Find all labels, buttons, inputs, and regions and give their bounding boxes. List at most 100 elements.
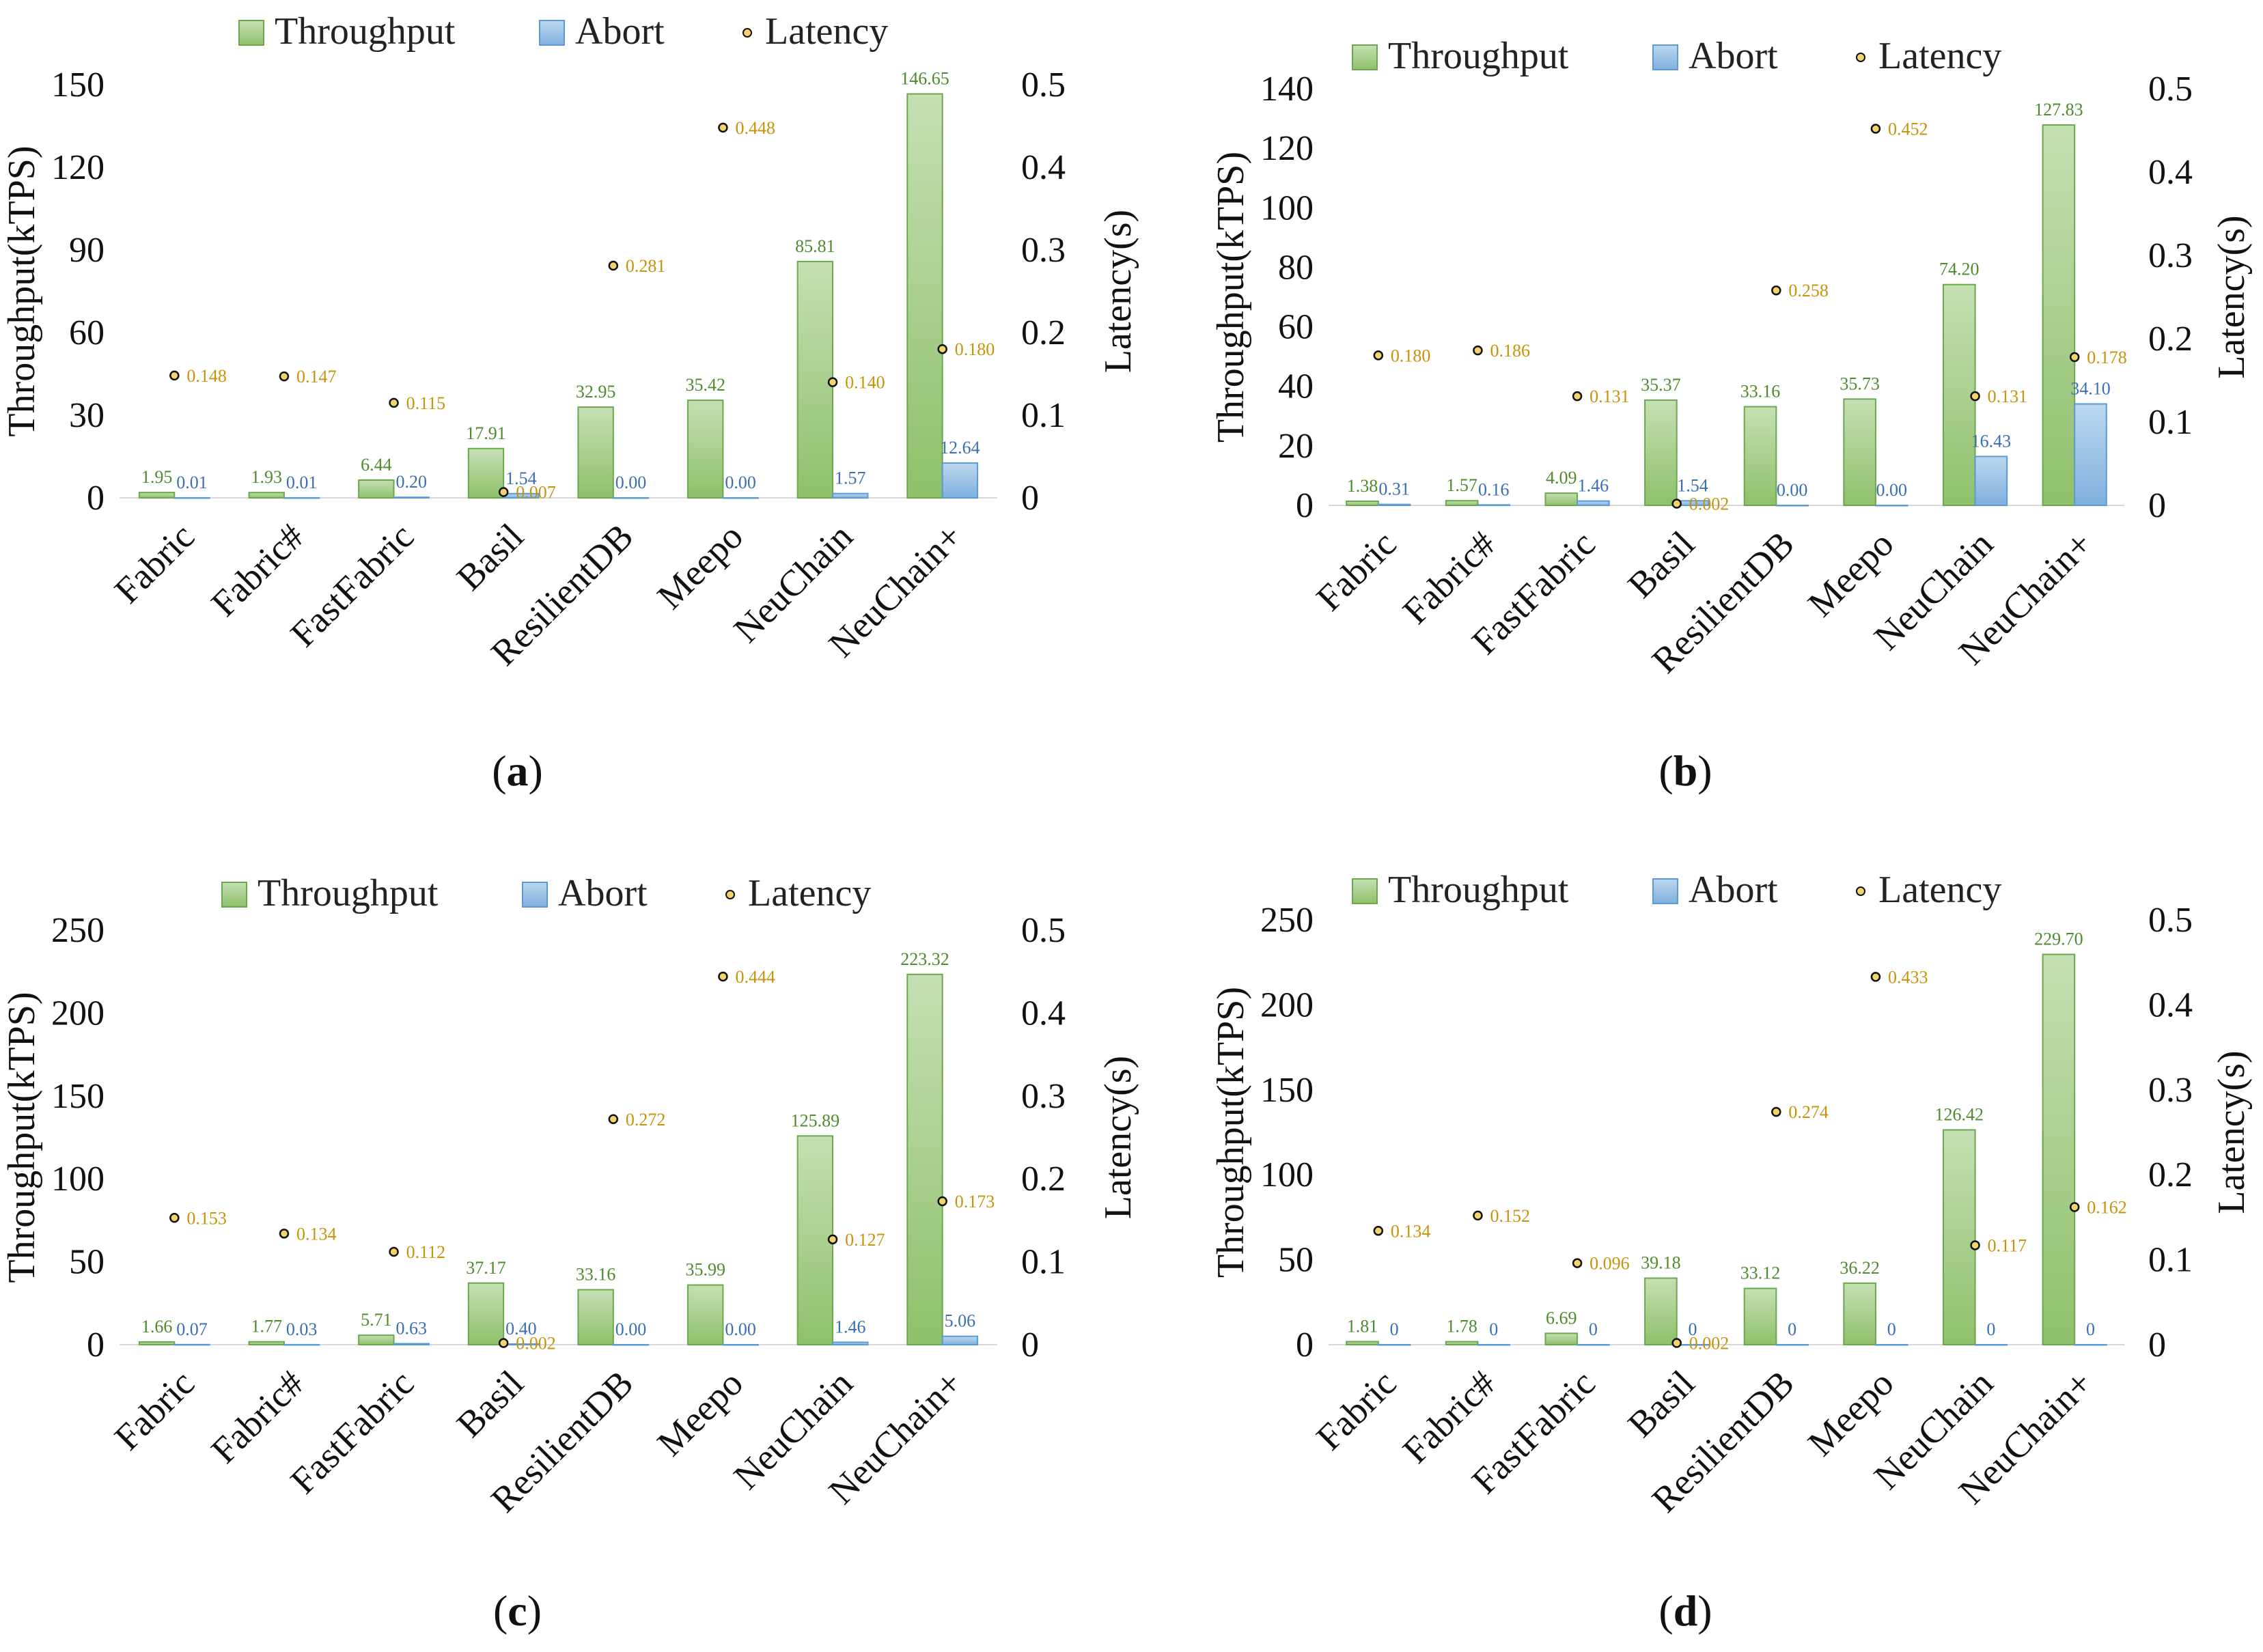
latency-data-label: 0.433 xyxy=(1888,967,1928,987)
throughput-data-label: 5.71 xyxy=(361,1310,392,1330)
y2-tick-label: 0.1 xyxy=(2148,403,2193,442)
throughput-bar-Fabric xyxy=(138,492,176,499)
y2-axis-title: Latency(s) xyxy=(1097,210,1139,373)
y-tick-label: 60 xyxy=(1278,308,1314,347)
throughput-bar-ResilientDB xyxy=(577,1289,614,1346)
throughput-bar-Fabric xyxy=(138,1341,176,1345)
abort-data-label: 0 xyxy=(1986,1319,1995,1339)
latency-marker-FastFabric xyxy=(389,397,399,408)
x-tick-label-Basil: Basil xyxy=(1620,1362,1702,1445)
throughput-bar-NeuChain+ xyxy=(906,93,943,499)
abort-bar-NeuChain+ xyxy=(941,1335,979,1346)
chart-panel-a: 030609012015000.10.20.30.40.5Throughput(… xyxy=(1,10,1139,795)
y2-tick-label: 0.3 xyxy=(2148,236,2193,275)
abort-data-label: 0 xyxy=(1788,1319,1796,1339)
legend-throughput-swatch xyxy=(238,20,264,46)
abort-bar-Fabric# xyxy=(283,496,320,499)
abort-data-label: 0.20 xyxy=(396,472,428,492)
latency-data-label: 0.131 xyxy=(1988,387,2028,406)
abort-bar-Meepo xyxy=(722,497,759,499)
latency-marker-Fabric xyxy=(169,370,180,381)
throughput-data-label: 74.20 xyxy=(1939,260,1980,279)
latency-data-label: 0.152 xyxy=(1490,1206,1530,1226)
y-tick-label: 60 xyxy=(69,313,105,352)
y2-axis-title: Latency(s) xyxy=(1097,1056,1139,1219)
latency-marker-NeuChain+ xyxy=(937,344,947,354)
throughput-data-label: 17.91 xyxy=(466,423,506,443)
latency-data-label: 0.272 xyxy=(626,1110,666,1130)
abort-bar-NeuChain+ xyxy=(2074,403,2107,507)
y2-tick-label: 0 xyxy=(1021,1326,1039,1364)
y-tick-label: 100 xyxy=(51,1160,105,1199)
abort-data-label: 16.43 xyxy=(1971,431,2012,451)
x-tick-label-Fabric: Fabric xyxy=(1308,523,1404,619)
latency-marker-Fabric xyxy=(1373,1226,1384,1236)
abort-data-label: 0.31 xyxy=(1378,479,1410,499)
latency-marker-FastFabric xyxy=(389,1246,399,1257)
legend-abort-label: Abort xyxy=(1689,869,1778,911)
throughput-bar-FastFabric xyxy=(1544,492,1579,506)
legend-latency-marker xyxy=(725,890,735,899)
abort-data-label: 1.57 xyxy=(835,468,866,488)
abort-bar-NeuChain xyxy=(832,492,869,499)
abort-data-label: 0.01 xyxy=(286,473,318,492)
throughput-bar-Basil xyxy=(467,447,505,499)
throughput-data-label: 36.22 xyxy=(1839,1258,1880,1278)
throughput-data-label: 1.57 xyxy=(1446,475,1477,495)
throughput-bar-NeuChain xyxy=(796,260,834,499)
throughput-data-label: 126.42 xyxy=(1935,1104,1984,1124)
latency-data-label: 0.186 xyxy=(1490,341,1530,361)
throughput-data-label: 35.73 xyxy=(1839,374,1880,393)
x-tick-label-Fabric#: Fabric# xyxy=(203,1362,311,1471)
latency-marker-Meepo xyxy=(1870,124,1881,134)
legend-throughput-label: Throughput xyxy=(1388,869,1569,911)
latency-data-label: 0.153 xyxy=(186,1208,227,1228)
abort-data-label: 0.40 xyxy=(505,1319,537,1339)
throughput-data-label: 33.12 xyxy=(1740,1263,1781,1283)
latency-marker-NeuChain xyxy=(827,377,838,387)
abort-data-label: 0.00 xyxy=(1777,480,1808,500)
latency-marker-Meepo xyxy=(718,122,728,133)
throughput-data-label: 33.16 xyxy=(576,1264,616,1284)
x-tick-label-Basil: Basil xyxy=(449,1362,531,1445)
panel-label: (d) xyxy=(1658,1586,1712,1635)
latency-data-label: 0.258 xyxy=(1788,281,1829,300)
y-tick-label: 120 xyxy=(51,148,105,187)
legend-throughput-swatch xyxy=(221,882,247,908)
latency-data-label: 0.178 xyxy=(2087,348,2127,367)
abort-data-label: 0 xyxy=(1589,1319,1598,1339)
latency-marker-Fabric xyxy=(1373,350,1384,361)
y-tick-label: 140 xyxy=(1260,70,1314,109)
throughput-bar-Fabric# xyxy=(248,492,285,499)
throughput-bar-FastFabric xyxy=(358,479,395,499)
abort-data-label: 0 xyxy=(1489,1319,1498,1339)
y-tick-label: 200 xyxy=(1260,985,1314,1024)
panel-label: (c) xyxy=(493,1586,542,1635)
throughput-data-label: 1.81 xyxy=(1347,1316,1378,1336)
latency-data-label: 0.448 xyxy=(735,118,775,138)
y2-tick-label: 0.2 xyxy=(1021,313,1066,352)
throughput-data-label: 146.65 xyxy=(900,69,949,89)
x-tick-label-Basil: Basil xyxy=(449,516,531,598)
abort-bar-FastFabric xyxy=(1577,500,1610,506)
throughput-bar-Fabric# xyxy=(248,1341,285,1345)
legend-abort-label: Abort xyxy=(575,10,665,53)
throughput-bar-NeuChain xyxy=(1942,283,1976,506)
abort-data-label: 12.64 xyxy=(940,438,980,458)
latency-marker-ResilientDB xyxy=(608,260,619,271)
latency-data-label: 0.007 xyxy=(516,483,556,503)
legend-throughput-swatch xyxy=(1352,44,1378,70)
y-tick-label: 250 xyxy=(1260,901,1314,940)
latency-data-label: 0.180 xyxy=(1391,346,1431,365)
abort-data-label: 0.00 xyxy=(1876,480,1907,500)
abort-data-label: 34.10 xyxy=(2070,378,2111,398)
y2-tick-label: 0.4 xyxy=(2148,153,2193,192)
y2-tick-label: 0.1 xyxy=(1021,396,1066,435)
y-tick-label: 100 xyxy=(1260,188,1314,227)
throughput-bar-Fabric xyxy=(1346,1341,1379,1345)
abort-bar-NeuChain xyxy=(1974,456,2008,507)
abort-data-label: 0.16 xyxy=(1478,479,1510,499)
latency-data-label: 0.115 xyxy=(406,393,446,413)
y-axis-title: Throughput(kTPS) xyxy=(1,992,43,1283)
y2-tick-label: 0 xyxy=(2148,1326,2166,1364)
